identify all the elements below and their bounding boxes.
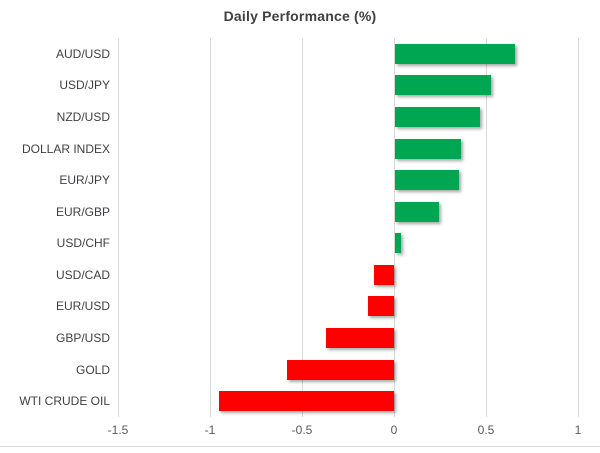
- category-label-usd-jpy: USD/JPY: [59, 78, 110, 92]
- category-label-nzd-usd: NZD/USD: [56, 110, 110, 124]
- chart-title: Daily Performance (%): [223, 8, 377, 24]
- x-tick-label: 0.5: [477, 423, 495, 437]
- category-label-usd-cad: USD/CAD: [55, 268, 110, 282]
- bar-eur-jpy: [395, 170, 459, 190]
- plot-area: [118, 38, 579, 417]
- category-label-eur-usd: EUR/USD: [55, 299, 110, 313]
- x-tick-label: 0: [390, 423, 398, 437]
- x-tick-label: -1: [204, 423, 216, 437]
- gridline: [302, 38, 303, 417]
- x-tick-label: 1: [574, 423, 582, 437]
- bar-aud-usd: [395, 44, 515, 64]
- bar-usd-jpy: [395, 75, 491, 95]
- category-label-gold: GOLD: [75, 363, 110, 377]
- gridline: [394, 38, 395, 417]
- bar-eur-gbp: [395, 202, 439, 222]
- category-label-eur-jpy: EUR/JPY: [59, 173, 110, 187]
- gridline: [118, 38, 119, 417]
- category-label-usd-chf: USD/CHF: [56, 236, 110, 250]
- bar-usd-cad: [374, 265, 394, 285]
- x-tick-label: -1.5: [107, 423, 129, 437]
- bar-wti-crude-oil: [219, 391, 394, 411]
- gridline: [486, 38, 487, 417]
- bar-dollar-index: [395, 139, 461, 159]
- category-label-eur-gbp: EUR/GBP: [55, 205, 110, 219]
- bar-eur-usd: [368, 296, 394, 316]
- bar-nzd-usd: [395, 107, 480, 127]
- category-label-wti-crude-oil: WTI CRUDE OIL: [19, 394, 110, 408]
- bar-gold: [287, 360, 394, 380]
- bar-usd-chf: [395, 233, 401, 253]
- category-label-aud-usd: AUD/USD: [55, 47, 110, 61]
- gridline: [210, 38, 211, 417]
- x-tick-label: -0.5: [291, 423, 313, 437]
- chart-bottom-border: [0, 446, 600, 447]
- category-label-dollar-index: DOLLAR INDEX: [21, 142, 110, 156]
- bar-gbp-usd: [326, 328, 394, 348]
- category-label-gbp-usd: GBP/USD: [55, 331, 110, 345]
- gridline: [578, 38, 579, 417]
